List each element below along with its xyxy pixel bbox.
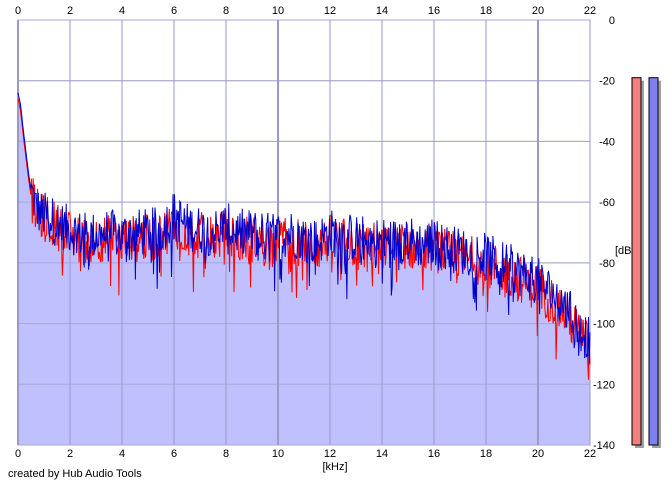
spectrum-series [17,92,591,380]
x-tick-label-bottom: 16 [428,448,440,460]
x-tick-label-bottom: 20 [532,448,544,460]
y-tick-label: -100 [593,319,615,331]
x-tick-label-bottom: 18 [480,448,492,460]
x-tick-label-bottom: 6 [171,448,177,460]
x-tick-label-bottom: 10 [272,448,284,460]
y-tick-label: -80 [599,258,615,270]
y-tick-label: -40 [599,136,615,148]
x-tick-label-bottom: 14 [376,448,388,460]
x-tick-label-bottom: 12 [324,448,336,460]
x-axis-label: [kHz] [322,461,347,473]
x-tick-label-top: 12 [324,5,336,17]
x-tick-label-bottom: 2 [67,448,73,460]
level-meter-bar [648,77,659,446]
y-tick-label: 0 [609,15,615,27]
x-tick-label-top: 20 [532,5,544,17]
x-tick-label-top: 16 [428,5,440,17]
x-tick-label-bottom: 22 [584,448,596,460]
x-tick-labels-top: 0 2 4 6 8 10 12 14 16 18 20 22 [15,5,596,17]
x-tick-label-top: 18 [480,5,492,17]
x-tick-label-bottom: 0 [15,448,21,460]
y-tick-label: -120 [593,379,615,391]
x-tick-labels-bottom: 0 2 4 6 8 10 12 14 16 18 20 22 [15,448,596,460]
x-tick-label-top: 6 [171,5,177,17]
y-tick-label: -140 [593,440,615,452]
x-tick-label-top: 0 [15,5,21,17]
x-tick-label-top: 22 [584,5,596,17]
level-meter-bar [631,77,642,446]
x-tick-label-top: 2 [67,5,73,17]
y-tick-label: -60 [599,197,615,209]
x-tick-label-top: 10 [272,5,284,17]
y-tick-labels: 0 -20 -40 -60 -80 -100 -120 -140 [593,15,615,452]
x-tick-label-bottom: 8 [223,448,229,460]
level-meters [631,77,661,448]
y-axis-label: [dB] [615,245,635,257]
x-tick-label-top: 8 [223,5,229,17]
credit-text: created by Hub Audio Tools [8,468,142,480]
x-tick-label-top: 14 [376,5,388,17]
x-tick-label-bottom: 4 [119,448,125,460]
y-tick-label: -20 [599,76,615,88]
x-tick-label-top: 4 [119,5,125,17]
spectrum-area [18,92,590,446]
series-line-blue [17,92,591,364]
